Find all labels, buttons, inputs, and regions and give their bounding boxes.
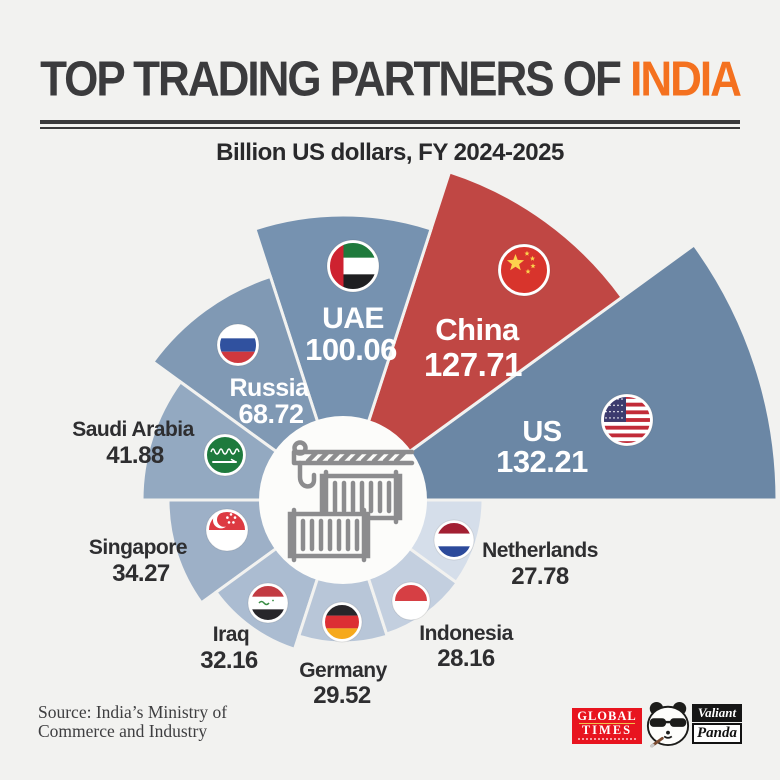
global-times-line1: GLOBAL (577, 709, 637, 723)
label-us-value: 132.21 (496, 444, 588, 479)
chart-center (259, 416, 427, 584)
label-indonesia-value: 28.16 (437, 645, 495, 672)
valiant-panda-line2: Panda (692, 723, 742, 744)
label-china-value: 127.71 (424, 346, 522, 383)
double-rule-bottom (40, 126, 740, 129)
wedge-uae (253, 213, 433, 505)
label-germany-value: 29.52 (313, 682, 371, 709)
source-line-1: Source: India’s Ministry of (38, 702, 228, 722)
flag-uae-ring (327, 240, 379, 292)
chart-subtitle: Billion US dollars, FY 2024-2025 (216, 139, 564, 166)
flag-indonesia-ring (392, 582, 430, 620)
flag-germany-ring (322, 602, 362, 642)
label-uae-name: UAE (322, 302, 384, 335)
label-iraq-value: 32.16 (200, 647, 258, 674)
flags-layer (203, 239, 654, 643)
label-uae-value: 100.06 (305, 332, 397, 367)
double-rule-top (40, 120, 740, 124)
label-netherlands-value: 27.78 (511, 563, 569, 590)
page-title: TOP TRADING PARTNERS OF INDIA (0, 52, 780, 108)
flag-china-ring (498, 244, 550, 296)
flag-singapore-ring (206, 509, 248, 551)
source-note: Source: India’s Ministry of Commerce and… (38, 703, 227, 740)
flag-netherlands-ring (434, 520, 474, 560)
global-times-logo: GLOBAL TIMES (572, 708, 642, 744)
label-germany-name: Germany (299, 659, 387, 682)
source-line-2: Commerce and Industry (38, 720, 208, 741)
label-us-name: US (522, 416, 561, 448)
label-singapore-value: 34.27 (112, 560, 170, 587)
flag-iraq-ring (248, 583, 288, 623)
flag-saudi-arabia-ring (204, 434, 246, 476)
label-russia-name: Russia (230, 374, 311, 402)
global-times-tagline (578, 738, 636, 740)
label-netherlands-name: Netherlands (482, 539, 598, 562)
global-times-divider (579, 723, 635, 724)
wedges-layer (140, 170, 779, 652)
valiant-panda-text: Valiant Panda (692, 704, 742, 744)
page-title-highlight: INDIA (630, 52, 742, 107)
label-iraq-name: Iraq (213, 623, 250, 646)
wedge-us (338, 242, 779, 502)
label-indonesia-name: Indonesia (419, 622, 513, 645)
container-crane-icon (287, 440, 415, 563)
label-saudi-arabia-name: Saudi Arabia (72, 418, 194, 441)
label-china-name: China (435, 312, 520, 347)
double-rule (40, 120, 740, 129)
label-singapore-name: Singapore (89, 536, 187, 559)
valiant-panda-logo: Valiant Panda (645, 699, 742, 749)
flag-us-ring (601, 394, 653, 446)
label-russia-value: 68.72 (238, 399, 303, 429)
valiant-panda-line1: Valiant (692, 704, 742, 722)
wedge-china (340, 170, 625, 504)
label-saudi-arabia-value: 41.88 (106, 442, 164, 469)
page-title-prefix: TOP TRADING PARTNERS OF (40, 52, 631, 107)
panda-icon (646, 701, 690, 748)
global-times-line2: TIMES (581, 723, 633, 737)
flag-russia-ring (217, 324, 259, 366)
